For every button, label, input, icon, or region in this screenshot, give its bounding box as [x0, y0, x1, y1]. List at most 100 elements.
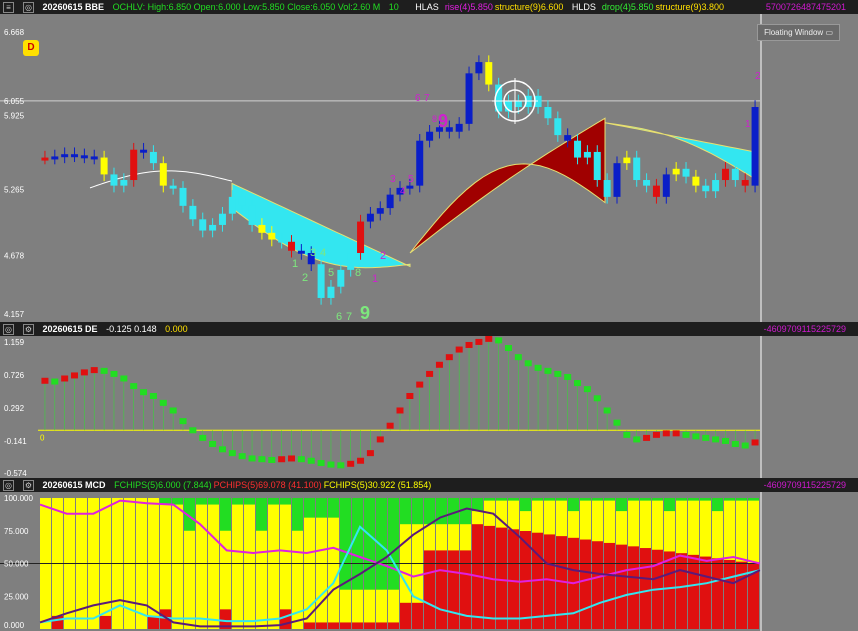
mcd-green-bar: [520, 498, 531, 512]
y-tick-label: 1.159: [4, 338, 25, 347]
de-marker: [475, 338, 483, 345]
candle-body: [278, 239, 286, 243]
de-marker: [209, 440, 217, 447]
mcd-red-bar: [448, 550, 459, 629]
de-marker: [554, 370, 562, 377]
candle-body: [169, 185, 177, 189]
mcd-green-bar: [436, 498, 447, 525]
de-chart[interactable]: 1.159 0.726 0.292 -0.141 -0.574 0: [0, 335, 858, 478]
candle-body: [406, 185, 414, 189]
mcd-green-bar: [304, 498, 315, 518]
mcd-panel: ◎ ⚙ 20260615 MCD FCHIPS(5)6.000 (7.844) PC…: [0, 478, 858, 631]
mcd-red-bar: [460, 550, 471, 629]
candle-body: [347, 253, 355, 270]
candle-body: [435, 127, 443, 132]
gear-icon[interactable]: ⚙: [23, 324, 34, 335]
candle-body: [337, 269, 345, 287]
settings-icon[interactable]: ◎: [3, 480, 14, 491]
y-tick-label: 4.678: [4, 251, 25, 260]
mcd-red-bar: [304, 622, 315, 629]
floating-window-button[interactable]: Floating Window ▭: [757, 24, 840, 41]
mcd-green-bar: [640, 498, 651, 501]
candle-body: [248, 205, 256, 225]
de-marker: [307, 457, 315, 464]
mcd-red-bar: [700, 556, 711, 629]
de-marker: [603, 407, 611, 414]
candle-body: [682, 168, 690, 177]
y-tick-label: 6.668: [4, 28, 25, 37]
de-marker: [692, 433, 700, 440]
de-marker: [731, 440, 739, 447]
candle-body: [307, 253, 315, 265]
candle-body: [652, 185, 660, 197]
y-tick-label: 6.055: [4, 97, 25, 106]
chart-annotation: 7: [346, 311, 352, 322]
d-badge[interactable]: D: [23, 40, 39, 56]
de-right-value: -4609709115225729: [763, 324, 846, 334]
menu-icon[interactable]: ≡: [3, 2, 14, 13]
mcd-green-bar: [220, 498, 231, 531]
de-marker: [633, 436, 641, 443]
chart-annotation: 1: [292, 258, 298, 270]
candle-body: [455, 123, 463, 132]
candle-body: [209, 224, 217, 231]
chart-annotation: 4: [400, 186, 406, 197]
mcd-green-bar: [748, 498, 759, 501]
chart-annotation: 2: [380, 250, 386, 262]
de-marker: [327, 461, 335, 468]
price-chart-area[interactable]: 6.668 6.055 5.925 5.265 4.678 4.157 6 7 9 8 3 4 5 1 2 3…: [0, 14, 858, 322]
de-chart-area[interactable]: 1.159 0.726 0.292 -0.141 -0.574 0: [0, 335, 858, 478]
de-marker: [564, 373, 572, 380]
mcd-red-bar: [580, 539, 591, 629]
price-panel-header: ≡ ◎ 20260615 BBE OCHLV: High:6.850 Open:6…: [0, 0, 858, 14]
settings-icon[interactable]: ◎: [23, 2, 34, 13]
de-marker: [268, 456, 276, 463]
mcd-green-bar: [268, 498, 279, 505]
candle-body: [643, 180, 651, 186]
settings-icon[interactable]: ◎: [3, 324, 14, 335]
candle-body: [228, 196, 236, 214]
mcd-chart-area[interactable]: 100.000 75.000 50.000 25.000 0.000: [0, 492, 858, 631]
de-marker: [662, 430, 670, 437]
mcd-green-bar: [532, 498, 543, 501]
de-marker: [41, 377, 49, 384]
mcd-green-bar: [340, 498, 351, 590]
de-marker: [593, 395, 601, 402]
mcd-green-bar: [400, 498, 411, 525]
mcd-green-bar: [232, 498, 243, 505]
mcd-green-bar: [376, 498, 387, 590]
candle-body: [613, 163, 621, 197]
candle-body: [189, 205, 197, 220]
y-tick-label: 0.726: [4, 371, 25, 380]
de-marker: [465, 341, 473, 348]
mcd-panel-header: ◎ ⚙ 20260615 MCD FCHIPS(5)6.000 (7.844) PC…: [0, 478, 858, 492]
mcd-red-bar: [364, 622, 375, 629]
mcd-red-bar: [676, 553, 687, 629]
de-marker: [672, 430, 680, 437]
candle-body: [564, 135, 572, 141]
chart-annotation: 5: [408, 174, 414, 185]
de-marker: [169, 407, 177, 414]
candle-body: [159, 163, 167, 186]
red-cloud: [409, 117, 606, 254]
de-marker: [347, 460, 355, 467]
mcd-val3: FCHIPS(5)30.922 (51.854): [323, 480, 432, 490]
de-marker: [514, 354, 522, 361]
hlas-structure: structure(9)6.600: [494, 2, 564, 12]
de-marker: [278, 456, 286, 463]
candle-body: [376, 208, 384, 214]
de-marker: [71, 372, 79, 379]
gear-icon[interactable]: ⚙: [23, 480, 34, 491]
y-tick-label: -0.574: [4, 469, 27, 478]
mcd-right-value: -4609709115225729: [763, 480, 846, 490]
mcd-cyan-line: [39, 525, 761, 624]
mcd-red-bar: [496, 527, 507, 629]
chart-annotation: 8: [432, 114, 437, 124]
price-right-value: 5700726487475201: [765, 2, 846, 12]
de-marker: [426, 370, 434, 377]
candle-body: [366, 213, 374, 222]
chart-annotation: 5: [328, 267, 334, 279]
mcd-chart[interactable]: 100.000 75.000 50.000 25.000 0.000: [0, 492, 858, 631]
mcd-green-bar: [364, 498, 375, 590]
